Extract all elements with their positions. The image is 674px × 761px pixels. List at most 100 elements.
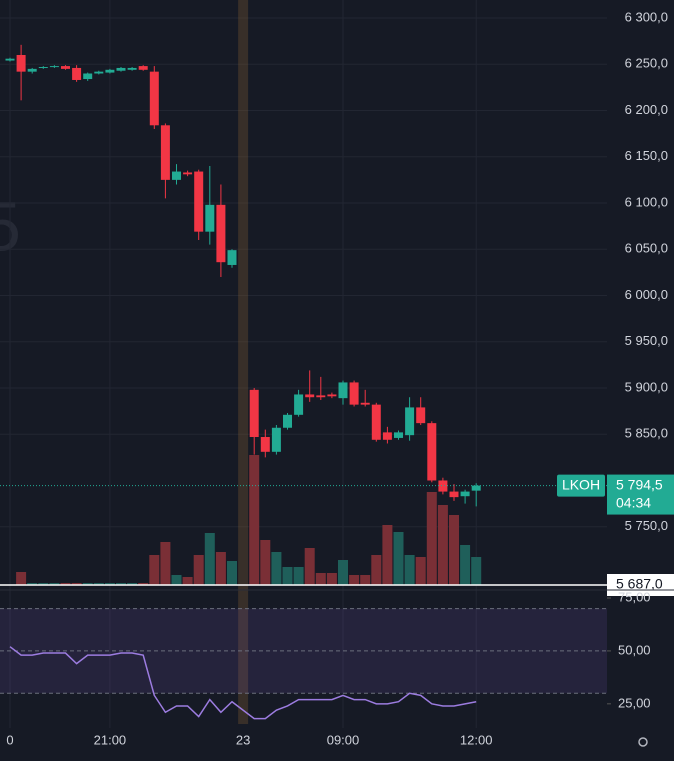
candle-body [471,485,481,491]
volume-bar [204,533,215,585]
candle-body [205,204,215,232]
volume-bar [138,583,149,585]
candle-body [438,480,448,492]
candle-body [316,395,326,398]
volume-bar [360,575,371,585]
rsi-tick-label: 75,00 [618,589,651,604]
candle-body [116,67,126,71]
candle-body [271,427,281,452]
volume-bar [104,583,115,585]
volume-bar [260,540,271,585]
volume-bar [326,573,337,585]
candle-body [216,204,226,263]
price-tag [607,474,674,515]
candle-body [172,171,181,180]
volume-bar [160,542,171,585]
settings-icon[interactable] [638,737,648,747]
volume-bar [382,525,393,585]
volume-bar [38,583,49,585]
candle-body [460,491,470,497]
candle-body [72,67,82,80]
volume-bar [371,555,382,585]
volume-bar [393,532,404,585]
volume-bar [293,567,304,585]
volume-bar [460,545,471,585]
y-tick-label: 5 750,0 [625,518,668,533]
volume-bar [315,573,326,585]
candle-body [83,73,93,80]
candle-body [16,54,26,72]
volume-bar [304,548,315,585]
y-tick-label: 6 150,0 [625,148,668,163]
volume-bar [338,560,348,585]
last-price-label: 5 794,5 [616,476,663,492]
candle-body [149,71,159,126]
candle-body [349,382,359,405]
volume-bar [82,583,93,585]
volume-bar [182,577,193,585]
volume-bar [27,583,38,585]
symbol-tag [557,474,605,497]
candle-body [227,250,237,265]
y-tick-label: 6 250,0 [625,56,668,71]
candle-body [305,394,315,398]
volume-bar [60,583,71,585]
candle-body [260,437,270,452]
candle-body [49,66,59,68]
y-tick-label: 5 850,0 [625,426,668,441]
candle-body [360,402,370,405]
candle-body [61,66,70,69]
y-tick-label: 6 050,0 [625,241,668,256]
volume-bar [215,552,226,585]
volume-bar [349,575,360,585]
candle-body [183,172,193,175]
candle-body [194,171,204,232]
volume-bar [171,575,182,585]
volume-bar [149,555,160,585]
candle-body [327,394,337,397]
candle-body [427,423,437,481]
x-tick-label: 09:00 [327,732,360,747]
y-tick-label: 5 900,0 [625,379,668,394]
candle-body [160,125,170,180]
candle-body [249,389,259,438]
volume-bar [127,583,138,585]
y-tick-label: 5 950,0 [625,333,668,348]
volume-bar [471,557,482,585]
candle-body [105,69,115,73]
y-tick-label: 6 100,0 [625,194,668,209]
y-tick-label: 6 000,0 [625,287,668,302]
volume-bar [16,572,27,585]
y-tick-label: 6 200,0 [625,102,668,117]
candle-body [127,67,137,70]
candle-body [294,394,304,415]
volume-bar [249,455,260,585]
volume-bar [227,561,237,585]
volume-bar [193,555,204,585]
candle-body [38,67,48,69]
x-tick-label: 0 [6,732,13,747]
session-highlight [238,0,249,724]
candle-body [371,404,381,440]
volume-bar [116,583,126,585]
x-tick-label: 21:00 [94,732,127,747]
candle-body [416,407,426,424]
volume-bar [49,583,60,585]
volume-bar [93,583,104,585]
candle-body [449,491,459,498]
candle-body [94,71,104,74]
volume-bar [282,567,293,585]
volume-bar [449,515,459,585]
candle-body [138,66,148,70]
volume-bar [415,557,426,585]
rsi-tick-label: 50,00 [618,642,651,657]
candle-body [27,68,37,72]
candle-body [283,414,292,428]
candle-body [405,407,415,436]
rsi-line [9,646,477,720]
y-tick-label: 6 300,0 [625,9,668,24]
candle-body [382,432,392,440]
volume-bar [271,552,282,585]
